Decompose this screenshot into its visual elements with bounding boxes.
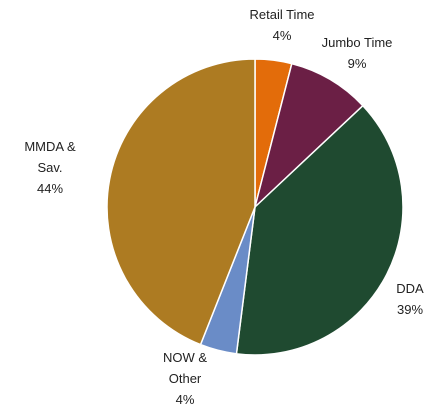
slice-label: MMDA & Sav. 44%: [18, 136, 82, 199]
pie-slice: [106, 58, 256, 346]
slice-label: NOW & Other 4%: [155, 347, 215, 410]
category-label: Retail Time: [249, 7, 315, 22]
category-label: Jumbo Time: [321, 35, 393, 50]
value-label: 39%: [396, 302, 424, 317]
value-label: 4%: [272, 28, 292, 43]
slice-label: DDA 39%: [380, 278, 437, 320]
category-label: NOW & Other: [162, 350, 208, 386]
category-label: DDA: [396, 281, 424, 296]
pie-slice: [253, 62, 364, 210]
slice-label: Jumbo Time 9%: [307, 32, 407, 74]
category-label: MMDA & Sav.: [24, 139, 76, 175]
value-label: 44%: [36, 181, 64, 196]
value-label: 4%: [175, 392, 195, 407]
value-label: 9%: [347, 56, 367, 71]
pie-slice: [235, 104, 404, 356]
slice-label: Retail Time 4%: [232, 4, 332, 46]
